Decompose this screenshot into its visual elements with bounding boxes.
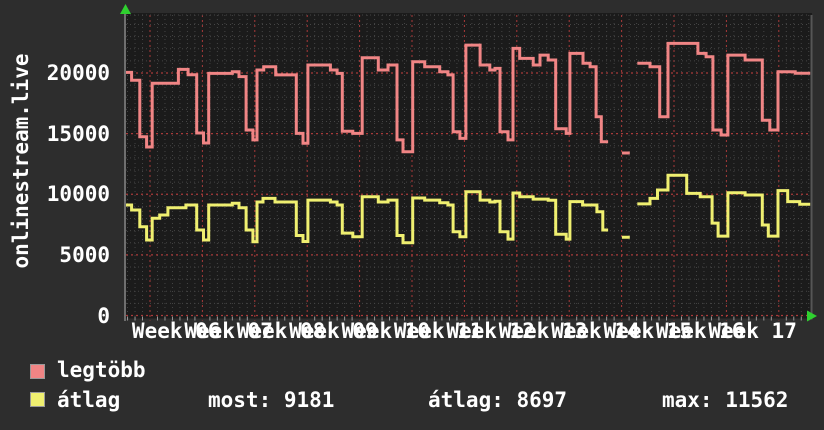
y-tick-label: 0 bbox=[97, 303, 110, 328]
plot-background bbox=[124, 13, 812, 319]
x-week-label: Week 14 bbox=[551, 319, 640, 343]
x-week-label: Week 16 bbox=[655, 319, 745, 343]
stat-max: max: 11562 bbox=[662, 388, 789, 412]
x-week-label: Week 10 bbox=[341, 319, 431, 343]
legend-swatch-legtobb bbox=[30, 364, 45, 379]
x-week-label: Week 07 bbox=[184, 319, 273, 343]
x-week-label: Week 11 bbox=[393, 319, 483, 343]
legend-swatch-atlag bbox=[30, 392, 45, 407]
x-axis-arrow-icon bbox=[807, 310, 817, 322]
y-tick-label: 20000 bbox=[46, 61, 110, 85]
stat-most: most: 9181 bbox=[208, 388, 335, 412]
series-line-legtobb bbox=[126, 41, 811, 155]
x-week-label: Week 13 bbox=[498, 319, 588, 343]
x-week-label: Week 06 bbox=[131, 319, 221, 343]
series-line-atlag bbox=[126, 173, 811, 245]
x-week-label: Week 15 bbox=[603, 319, 693, 343]
y-tick-label: 5000 bbox=[59, 242, 110, 267]
legend-label-legtobb: legtöbb bbox=[57, 358, 146, 382]
y-axis-arrow-icon bbox=[120, 4, 131, 14]
x-week-label: Week 17 bbox=[708, 319, 797, 343]
y-axis-title: onlinestream.live bbox=[9, 53, 33, 269]
y-tick-label: 10000 bbox=[46, 182, 110, 207]
x-week-label: Week 12 bbox=[446, 319, 535, 343]
x-week-label: Week 09 bbox=[289, 319, 378, 343]
stat-atlag: átlag: 8697 bbox=[428, 388, 568, 412]
y-tick-label: 15000 bbox=[46, 121, 110, 146]
legend-label-atlag: átlag bbox=[57, 388, 121, 412]
x-week-label: Week 08 bbox=[236, 319, 326, 343]
